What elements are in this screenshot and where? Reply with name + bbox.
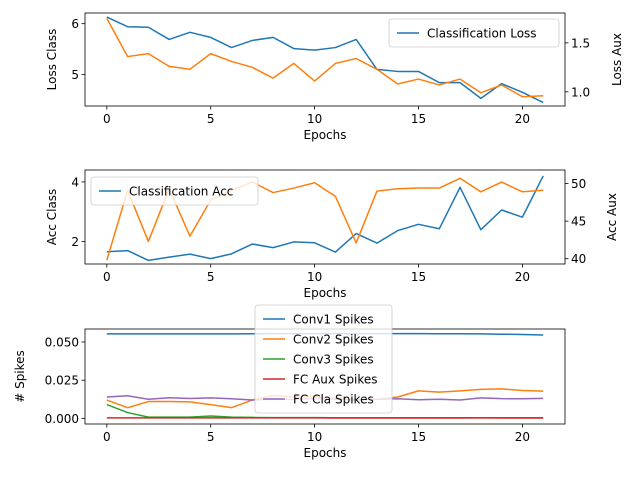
legend-label: Classification Acc xyxy=(129,185,233,199)
plot-frame xyxy=(84,169,566,265)
x-tick-label: 10 xyxy=(307,112,322,126)
x-tick-label: 10 xyxy=(307,430,322,444)
x-axis-label: Epochs xyxy=(304,128,347,142)
x-tick-label: 20 xyxy=(515,430,530,444)
legend-box xyxy=(388,18,560,48)
y-right-tick-label: 1.0 xyxy=(571,85,590,99)
legend: Classification Acc xyxy=(90,176,259,206)
legend-label: Conv3 Spikes xyxy=(293,353,374,367)
x-axis-label: Epochs xyxy=(304,446,347,460)
legend-label: FC Cla Spikes xyxy=(293,393,374,407)
legend-box xyxy=(90,176,259,206)
y-tick-label: 0.000 xyxy=(45,412,79,426)
y-right-tick-label: 1.5 xyxy=(571,36,590,50)
panel-1 xyxy=(81,12,569,110)
series-line-classification-loss xyxy=(106,16,544,104)
x-tick-label: 10 xyxy=(307,270,322,284)
x-tick-label: 5 xyxy=(207,270,215,284)
y-right-tick-label: 45 xyxy=(571,215,586,229)
series-line-classification-acc xyxy=(106,175,544,262)
x-tick-label: 15 xyxy=(411,430,426,444)
x-tick-label: 0 xyxy=(103,270,111,284)
legend-label: Classification Loss xyxy=(427,27,537,41)
y-right-tick-label: 40 xyxy=(571,252,586,266)
y-right-axis-label: Acc Aux xyxy=(605,193,619,241)
legend-box xyxy=(254,304,393,414)
x-tick-label: 15 xyxy=(411,270,426,284)
legend: Conv1 Spikes Conv2 Spikes Conv3 Spikes FC A… xyxy=(254,304,393,414)
y-axis-label: # Spikes xyxy=(13,350,27,403)
y-tick-label: 4 xyxy=(71,175,79,189)
x-tick-label: 0 xyxy=(103,430,111,444)
y-tick-label: 5 xyxy=(71,68,79,82)
x-tick-label: 0 xyxy=(103,112,111,126)
series-line-aux-2 xyxy=(106,177,544,261)
x-tick-label: 5 xyxy=(207,430,215,444)
y-right-tick-label: 50 xyxy=(571,177,586,191)
x-tick-label: 20 xyxy=(515,270,530,284)
x-axis-label: Epochs xyxy=(304,286,347,300)
y-tick-label: 6 xyxy=(71,17,79,31)
y-tick-label: 2 xyxy=(71,235,79,249)
x-tick-label: 5 xyxy=(207,112,215,126)
y-tick-label: 0.050 xyxy=(45,335,79,349)
y-axis-label: Loss Class xyxy=(45,29,59,91)
series-line-aux-1 xyxy=(106,18,544,98)
x-tick-label: 15 xyxy=(411,112,426,126)
y-tick-label: 0.025 xyxy=(45,374,79,388)
panel-2 xyxy=(81,169,569,268)
legend-label: Conv1 Spikes xyxy=(293,313,374,327)
plot-frame xyxy=(84,12,566,107)
x-tick-label: 20 xyxy=(515,112,530,126)
y-axis-label: Acc Class xyxy=(45,189,59,246)
legend-label: Conv2 Spikes xyxy=(293,333,374,347)
legend: Classification Loss xyxy=(388,18,560,48)
y-right-axis-label: Loss Aux xyxy=(610,33,624,86)
legend-label: FC Aux Spikes xyxy=(293,373,378,387)
